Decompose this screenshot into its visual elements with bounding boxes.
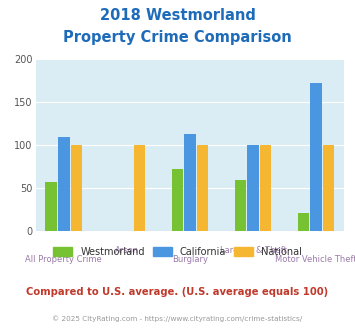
Bar	[71, 145, 82, 231]
Bar	[171, 169, 183, 231]
Bar	[235, 180, 246, 231]
Bar	[310, 83, 322, 231]
Bar	[197, 145, 208, 231]
Bar	[297, 213, 309, 231]
Text: Motor Vehicle Theft: Motor Vehicle Theft	[275, 255, 355, 264]
Legend: Westmorland, California, National: Westmorland, California, National	[49, 243, 306, 261]
Bar	[323, 145, 334, 231]
Text: Arson: Arson	[115, 247, 139, 255]
Text: Property Crime Comparison: Property Crime Comparison	[63, 30, 292, 45]
Bar	[45, 182, 57, 231]
Bar	[260, 145, 271, 231]
Bar	[247, 145, 259, 231]
Text: © 2025 CityRating.com - https://www.cityrating.com/crime-statistics/: © 2025 CityRating.com - https://www.city…	[53, 315, 302, 322]
Text: Larceny & Theft: Larceny & Theft	[219, 247, 286, 255]
Bar	[184, 134, 196, 231]
Text: Burglary: Burglary	[172, 255, 208, 264]
Text: Compared to U.S. average. (U.S. average equals 100): Compared to U.S. average. (U.S. average …	[26, 287, 329, 297]
Bar	[58, 138, 70, 231]
Text: All Property Crime: All Property Crime	[26, 255, 102, 264]
Text: 2018 Westmorland: 2018 Westmorland	[99, 8, 256, 23]
Bar	[134, 145, 145, 231]
